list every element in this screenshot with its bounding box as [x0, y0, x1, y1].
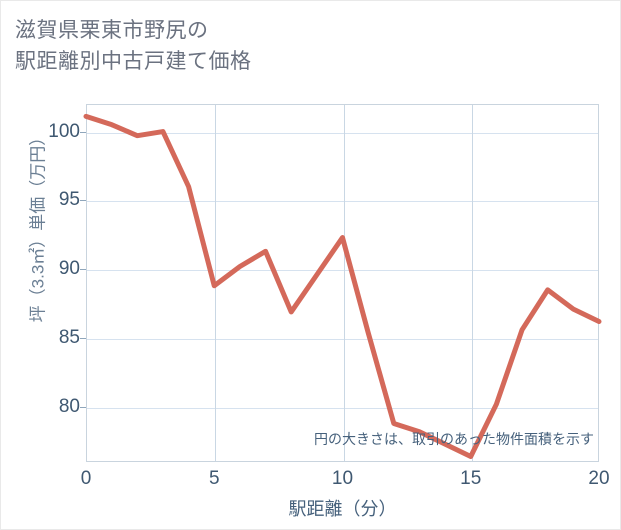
y-tick-mark — [80, 406, 86, 408]
x-axis-title: 駅距離（分） — [288, 499, 397, 519]
gridline-vertical — [343, 105, 345, 461]
page-title: 滋賀県栗東市野尻の 駅距離別中古戸建て価格 — [15, 19, 252, 73]
gridline-vertical — [471, 105, 473, 461]
x-tick-label: 0 — [80, 468, 92, 489]
gridline-horizontal — [87, 407, 598, 409]
y-tick-label: 90 — [58, 258, 80, 280]
gridline-horizontal — [87, 270, 598, 272]
y-tick-label: 85 — [58, 327, 80, 349]
chart-annotation: 円の大きさは、取引のあった物件面積を示す — [314, 431, 594, 447]
series-polyline — [83, 113, 602, 459]
y-tick-mark — [80, 269, 86, 271]
series-line-chart — [83, 113, 602, 459]
y-tick-mark — [80, 131, 86, 133]
y-tick-label: 100 — [48, 120, 80, 142]
gridline-horizontal — [87, 132, 598, 134]
y-tick-label: 80 — [58, 395, 80, 417]
x-tick-label: 10 — [331, 468, 354, 489]
y-tick-mark — [80, 200, 86, 202]
y-axis: 80 85 90 95 100 — [1, 104, 86, 462]
y-tick-label: 95 — [58, 189, 80, 211]
x-tick-label: 20 — [588, 468, 610, 489]
gridline-horizontal — [87, 339, 598, 341]
plot-area — [86, 104, 599, 462]
x-tick-label: 5 — [208, 468, 220, 489]
y-axis-title: 坪（3.3㎡）単価（万円） — [28, 128, 48, 323]
gridline-horizontal — [87, 201, 598, 203]
x-tick-label: 15 — [460, 468, 482, 489]
y-tick-mark — [80, 338, 86, 340]
